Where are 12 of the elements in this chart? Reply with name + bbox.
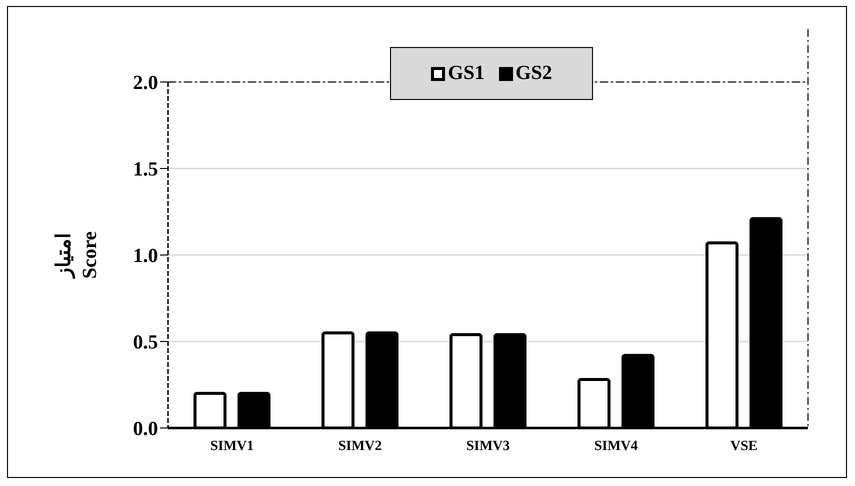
x-tick-label: SIMV1	[210, 438, 254, 454]
y-tick-label: 2.0	[133, 72, 158, 94]
y-tick-label: 1.0	[133, 245, 158, 268]
legend-label: GS1	[446, 62, 484, 85]
y-tick-label: 1.5	[133, 158, 158, 181]
x-tick-label: SIMV4	[594, 438, 638, 454]
legend-label: GS2	[514, 62, 552, 85]
y-tick-label: 0.5	[133, 332, 158, 354]
y-tick-label: 0.0	[133, 418, 158, 440]
x-tick-label: VSE	[730, 438, 758, 454]
x-tick-label: SIMV3	[466, 438, 510, 454]
x-tick-label: SIMV2	[338, 438, 382, 454]
